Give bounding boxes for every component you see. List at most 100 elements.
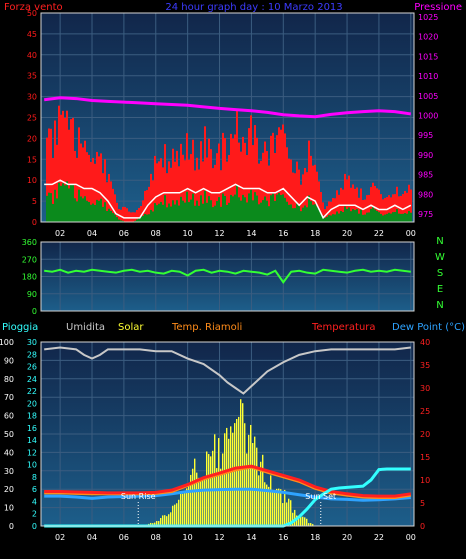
wind-average-bar (218, 197, 220, 222)
direction-tick-label: 180 (22, 273, 37, 282)
wind-average-bar (220, 207, 222, 222)
wind-average-bar (68, 188, 70, 222)
wind-average-bar (114, 215, 116, 222)
solar-bar (186, 488, 187, 526)
wind-average-bar (186, 192, 188, 222)
percent-tick-label: 100 (0, 338, 14, 347)
wind-average-bar (386, 214, 388, 222)
temperature-tick-label: 25 (420, 407, 430, 416)
wind-average-bar (100, 199, 102, 222)
x-tick-label: 08 (151, 229, 161, 238)
wind-average-bar (62, 183, 64, 222)
wind-average-bar (154, 203, 156, 222)
x-tick-label: 12 (214, 533, 224, 542)
solar-bar (274, 492, 275, 526)
solar-bar (178, 500, 179, 526)
legend-solar: Solar (118, 322, 144, 333)
solar-bar (228, 439, 229, 526)
wind-average-bar (262, 200, 264, 222)
wind-average-bar (314, 204, 316, 222)
percent-tick-label: 80 (4, 375, 14, 384)
pressure-tick-label: 1010 (418, 72, 438, 81)
wind-average-bar (206, 203, 208, 222)
legend-rain: Pioggia (2, 322, 38, 333)
wind-average-bar (236, 185, 238, 222)
wind-average-bar (150, 210, 152, 222)
rain-tick-label: 10 (27, 461, 37, 470)
x-tick-label: 20 (342, 229, 352, 238)
solar-bar (282, 503, 283, 526)
x-tick-label: 04 (87, 533, 97, 542)
wind-tick-label: 30 (27, 93, 37, 102)
wind-average-bar (164, 195, 166, 222)
solar-bar (170, 512, 171, 526)
solar-bar (182, 494, 183, 526)
solar-bar (304, 517, 305, 526)
wind-average-bar (82, 198, 84, 222)
wind-average-bar (286, 202, 288, 222)
wind-average-bar (156, 205, 158, 222)
wind-average-bar (56, 198, 58, 222)
solar-bar (254, 437, 255, 526)
percent-tick-label: 20 (4, 485, 14, 494)
wind-average-bar (332, 214, 334, 222)
wind-gust-bar (122, 207, 124, 222)
solar-bar (204, 479, 205, 526)
pressure-tick-label: 975 (418, 210, 433, 219)
wind-average-bar (378, 212, 380, 222)
wind-average-bar (326, 217, 328, 222)
wind-average-bar (86, 201, 88, 222)
solar-bar (234, 423, 235, 526)
wind-average-bar (170, 207, 172, 222)
pressure-tick-label: 1025 (418, 13, 438, 22)
rain-tick-label: 16 (27, 424, 37, 433)
solar-bar (258, 475, 259, 526)
rain-tick-label: 14 (27, 436, 37, 445)
percent-tick-label: 50 (4, 430, 14, 439)
wind-average-bar (178, 206, 180, 222)
pressure-tick-label: 1000 (418, 112, 438, 121)
solar-bar (226, 428, 227, 526)
wind-average-bar (404, 213, 406, 222)
wind-average-bar (372, 207, 374, 222)
wind-average-bar (266, 201, 268, 222)
x-tick-label: 00 (406, 533, 416, 542)
wind-average-bar (284, 198, 286, 222)
wind-average-bar (168, 204, 170, 222)
wind-average-bar (106, 211, 108, 222)
compass-letter: N (436, 300, 443, 311)
wind-tick-label: 40 (27, 51, 37, 60)
temperature-tick-label: 5 (420, 499, 425, 508)
wind-average-bar (366, 213, 368, 222)
legend-humidity: Umidita (66, 322, 105, 333)
wind-average-bar (382, 215, 384, 222)
pressure-tick-label: 1005 (418, 92, 438, 101)
wind-average-bar (196, 201, 198, 222)
wind-average-bar (342, 212, 344, 222)
solar-bar (286, 502, 287, 526)
wind-average-bar (142, 216, 144, 222)
wind-average-bar (238, 197, 240, 222)
x-tick-label: 20 (342, 533, 352, 542)
wind-average-bar (88, 202, 90, 222)
solar-bar (242, 403, 243, 526)
sun-rise-label: Sun Rise (121, 492, 156, 501)
rain-tick-label: 24 (27, 375, 37, 384)
solar-bar (248, 435, 249, 526)
percent-tick-label: 0 (9, 522, 14, 531)
wind-tick-label: 15 (27, 155, 37, 164)
percent-tick-label: 40 (4, 448, 14, 457)
wind-average-bar (306, 207, 308, 222)
x-tick-label: 00 (406, 229, 416, 238)
wind-average-bar (104, 202, 106, 222)
wind-average-bar (244, 197, 246, 222)
wind-average-bar (328, 215, 330, 222)
wind-average-bar (200, 195, 202, 222)
wind-average-bar (312, 205, 314, 222)
x-tick-label: 16 (278, 533, 288, 542)
rain-tick-label: 26 (27, 363, 37, 372)
wind-average-bar (54, 190, 56, 222)
